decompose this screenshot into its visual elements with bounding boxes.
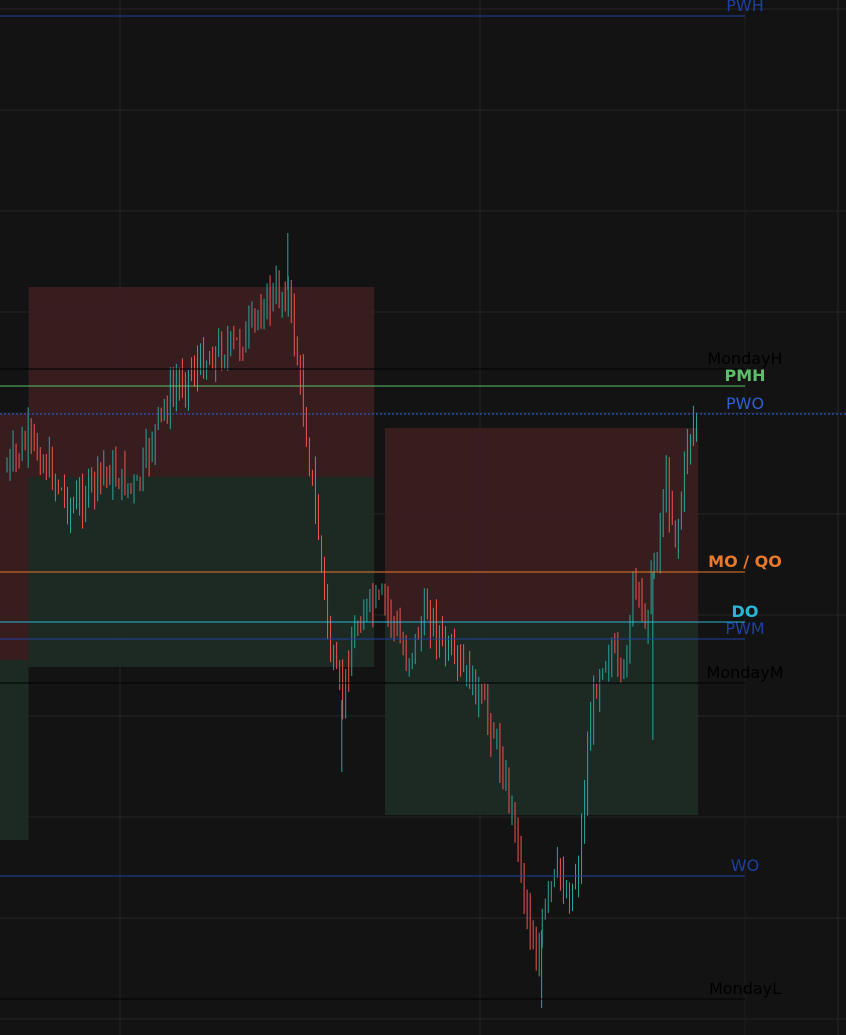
level-label-pwo: PWO bbox=[726, 394, 764, 413]
bearish-range-zone bbox=[0, 414, 29, 660]
bearish-range-zone bbox=[385, 428, 699, 622]
level-label-pwh: PWH bbox=[726, 0, 764, 15]
level-label-do: DO bbox=[732, 602, 759, 621]
level-label-mondayl: MondayL bbox=[709, 979, 781, 998]
level-label-mondayh: MondayH bbox=[707, 349, 782, 368]
level-label-wo: WO bbox=[731, 856, 759, 875]
bullish-range-zone bbox=[385, 622, 699, 815]
level-label-mondaym: MondayM bbox=[707, 663, 784, 682]
level-label-mo-qo: MO / QO bbox=[708, 552, 782, 571]
price-levels bbox=[0, 15, 846, 1000]
level-label-pmh: PMH bbox=[724, 366, 765, 385]
level-label-pwm: PWM bbox=[725, 619, 764, 638]
bullish-range-zone bbox=[0, 660, 29, 840]
bearish-range-zone bbox=[28, 287, 375, 477]
